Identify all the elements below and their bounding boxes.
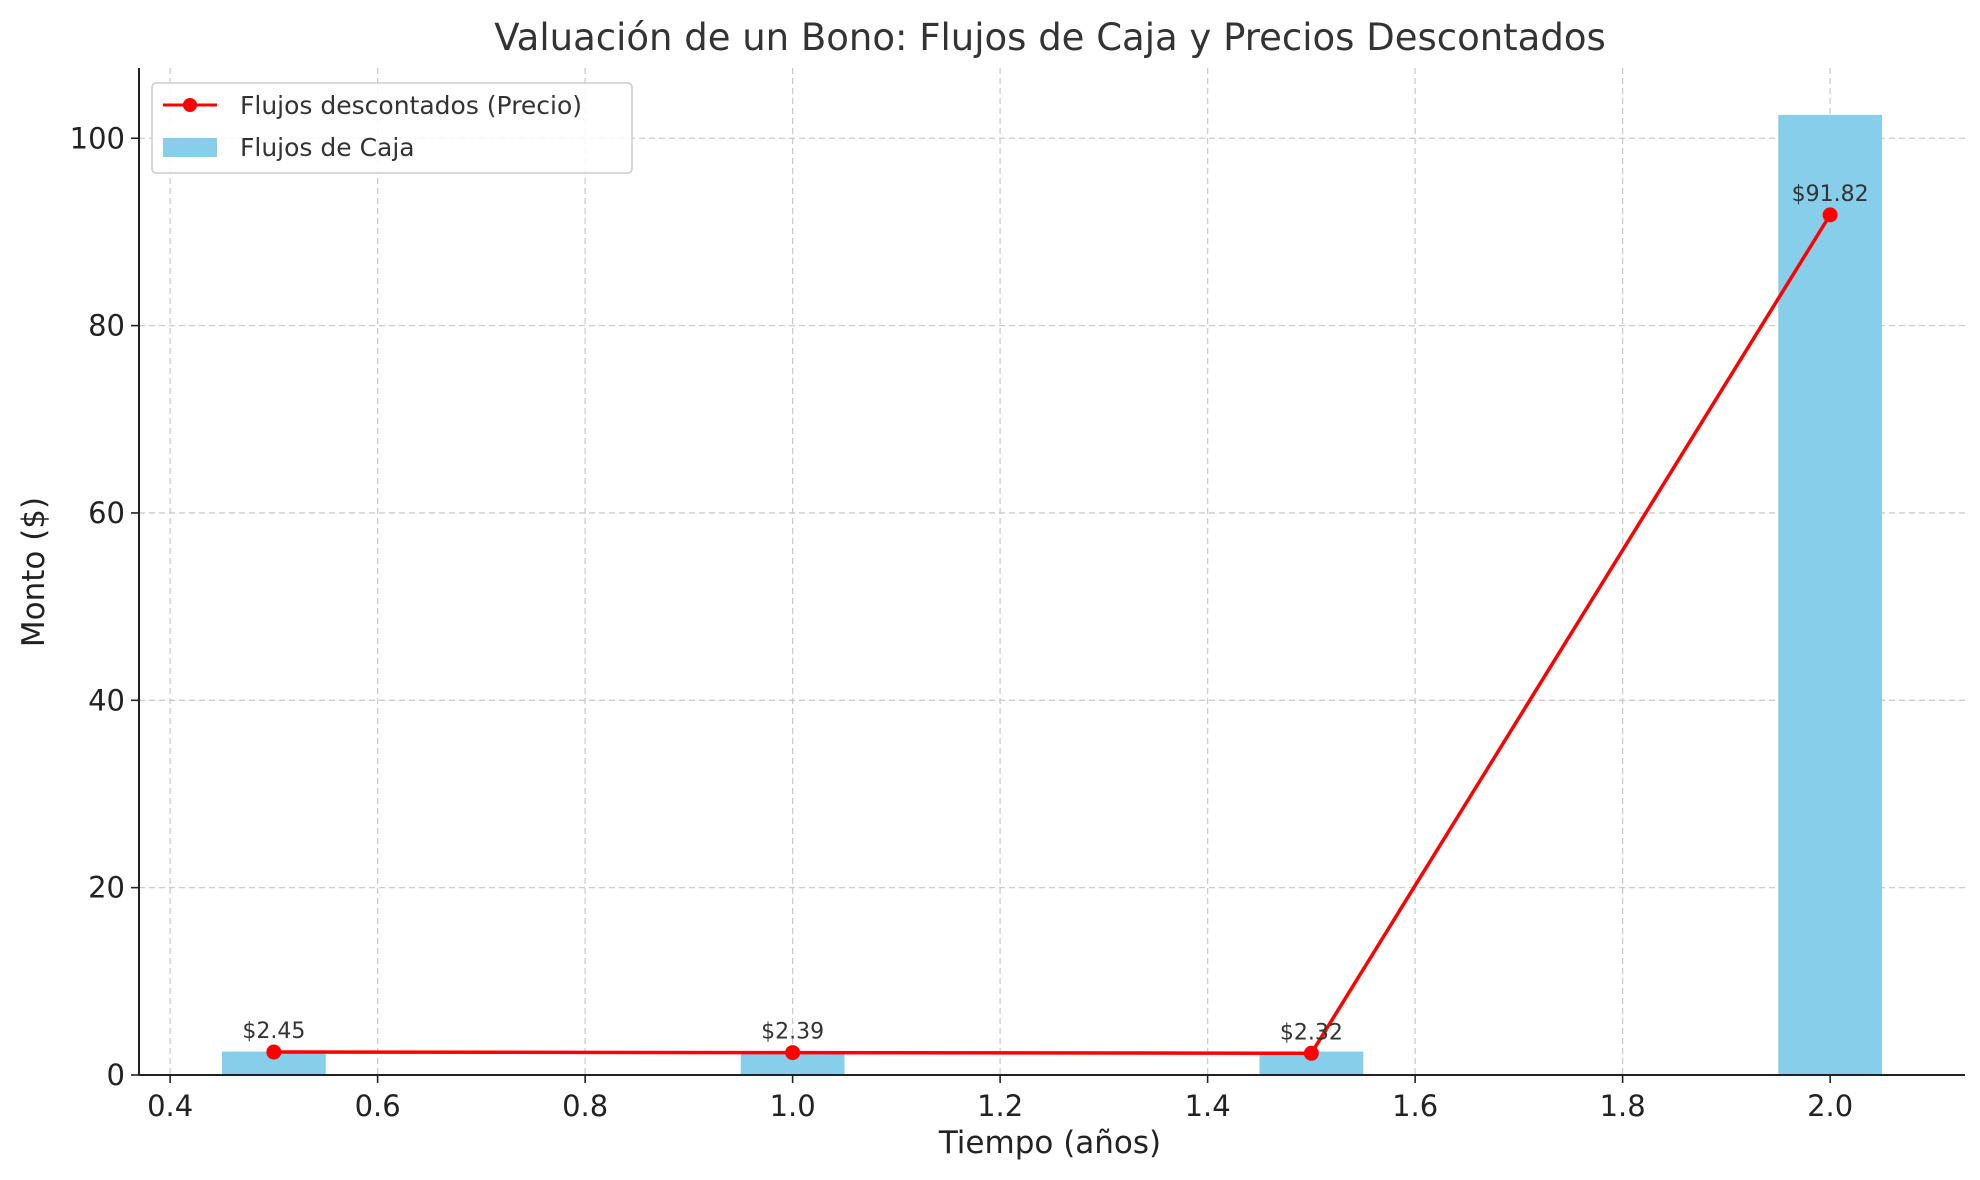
discounted-flow-label-2: $2.32 — [1280, 1020, 1343, 1045]
legend-frame — [151, 82, 633, 174]
x-tick-label-0: 0.4 — [147, 1089, 193, 1123]
cash-flow-bar-3 — [1778, 114, 1882, 1075]
bar-layer — [222, 114, 1882, 1075]
discounted-flow-point-3 — [1822, 207, 1838, 223]
x-tick-label-7: 1.8 — [1600, 1089, 1646, 1123]
x-tick-label-8: 2.0 — [1807, 1089, 1853, 1123]
discounted-flow-label-1: $2.39 — [761, 1020, 824, 1045]
grid-layer — [139, 68, 1965, 1076]
discounted-flow-label-0: $2.45 — [242, 1019, 305, 1044]
x-tick-label-1: 0.6 — [355, 1089, 401, 1123]
cash-flow-bar-2 — [1259, 1051, 1364, 1075]
x-tick-label-2: 0.8 — [562, 1089, 608, 1123]
x-axis-label: Tiempo (años) — [938, 1125, 1161, 1161]
axis-layer: 0.4 0.6 0.8 1.0 1.2 1.4 1.6 1.8 2.0 0 20 40 60 80 100 — [70, 68, 1965, 1123]
legend: Flujos descontados (Precio) Flujos de Ca… — [151, 82, 633, 174]
x-tick-label-3: 1.0 — [770, 1089, 816, 1123]
x-tick-label-6: 1.6 — [1392, 1089, 1438, 1123]
line-layer: $2.45 $2.39 $2.32 $91.82 — [242, 182, 1869, 1061]
discounted-flow-point-0 — [266, 1044, 282, 1060]
legend-label-line: Flujos descontados (Precio) — [240, 91, 582, 120]
legend-line-marker — [183, 98, 197, 112]
discounted-flow-point-1 — [785, 1045, 801, 1061]
cash-flow-bar-0 — [222, 1051, 326, 1075]
y-tick-label-4: 80 — [88, 309, 125, 343]
chart-title: Valuación de un Bono: Flujos de Caja y P… — [494, 16, 1606, 59]
y-tick-label-2: 40 — [88, 683, 125, 717]
y-tick-label-1: 20 — [88, 871, 125, 905]
cash-flow-bar-1 — [740, 1051, 845, 1075]
y-tick-label-5: 100 — [70, 121, 125, 155]
y-axis-label: Monto ($) — [16, 497, 52, 647]
discounted-flow-point-2 — [1303, 1045, 1319, 1061]
y-tick-label-3: 60 — [88, 496, 125, 530]
discounted-flow-label-3: $91.82 — [1792, 182, 1869, 207]
y-tick-label-0: 0 — [107, 1058, 125, 1092]
x-tick-label-4: 1.2 — [977, 1089, 1023, 1123]
legend-bar-swatch — [163, 138, 217, 157]
discounted-flow-line — [273, 213, 1832, 1056]
legend-label-bar: Flujos de Caja — [240, 133, 415, 162]
x-tick-label-5: 1.4 — [1185, 1089, 1231, 1123]
